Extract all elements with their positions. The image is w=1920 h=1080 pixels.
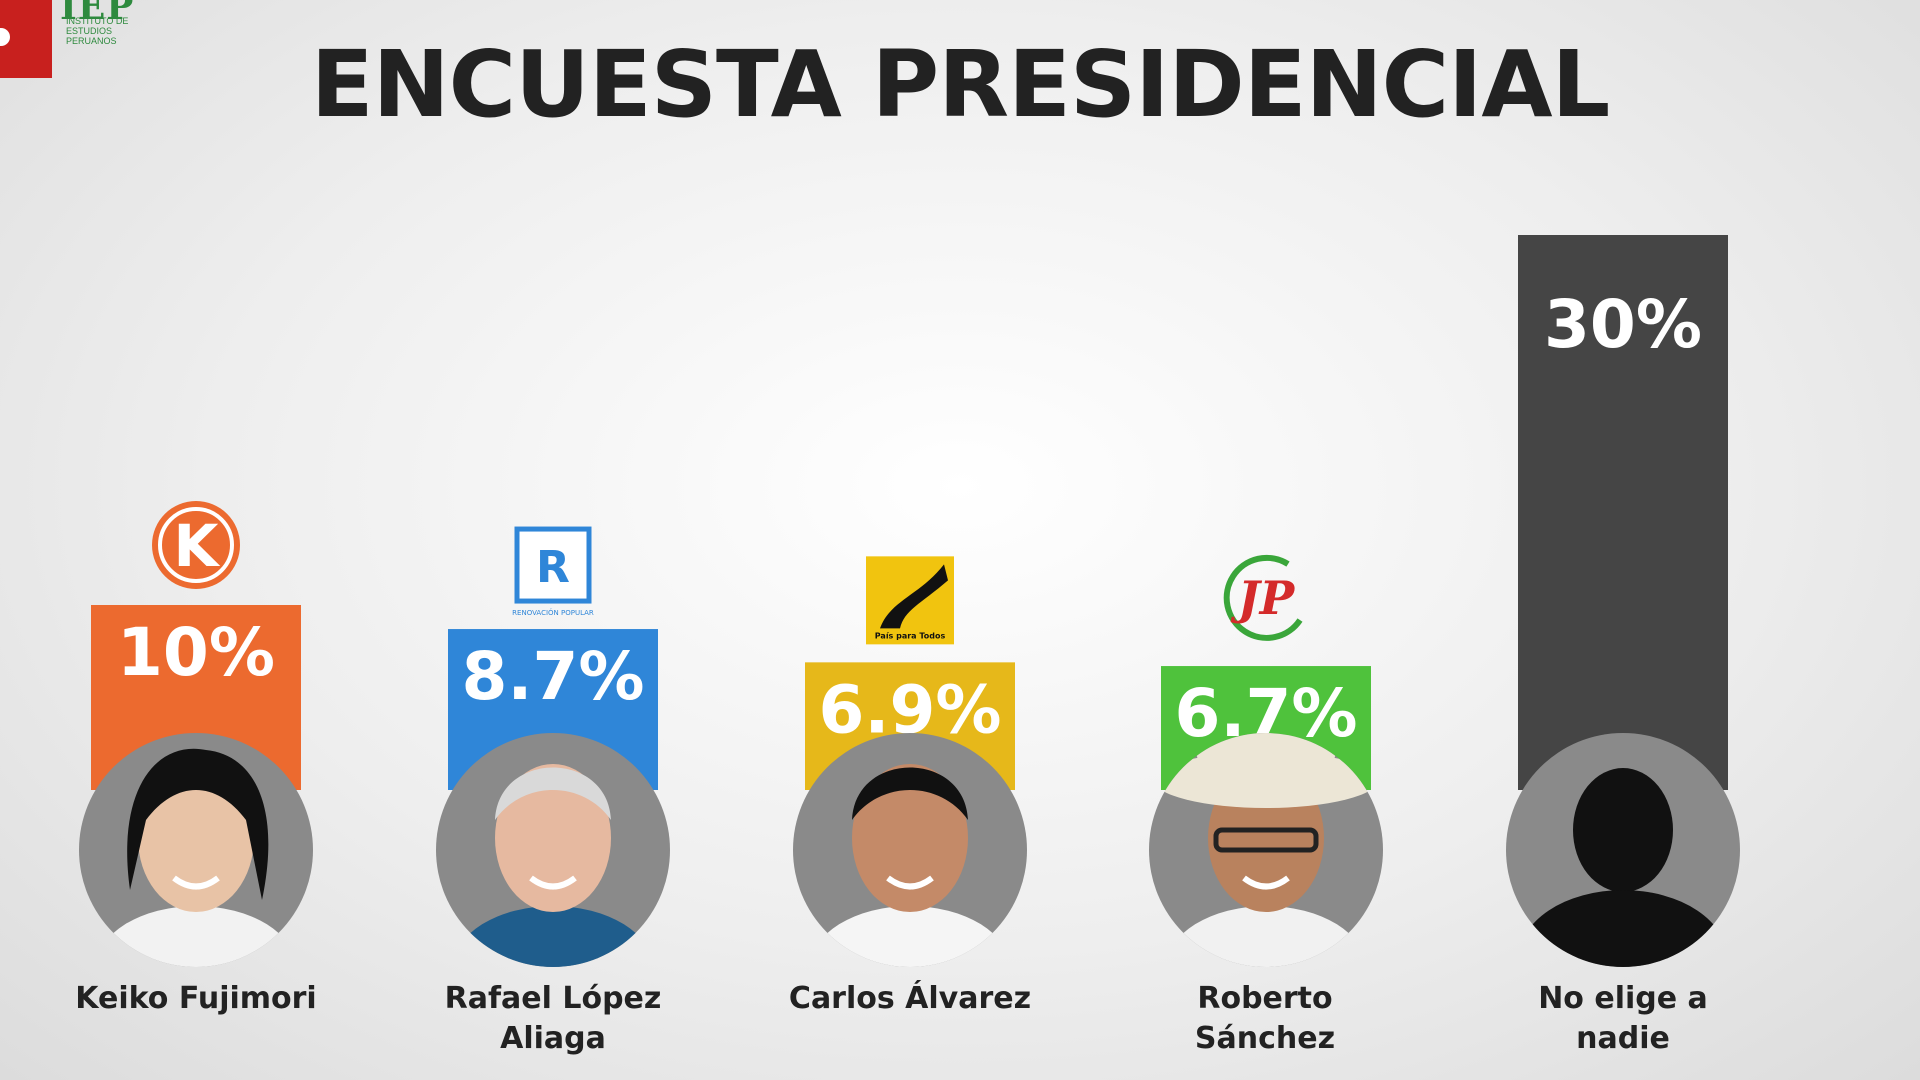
silhouette-shoulders [1518, 890, 1728, 967]
renovacion-popular-logo-icon [514, 526, 592, 604]
photo-roberto-sanchez [1154, 733, 1378, 967]
portrait-body [453, 906, 653, 967]
renovacion-popular-logo-letter: R [536, 542, 570, 593]
portrait-face [138, 764, 254, 912]
pais-para-todos-logo-text: País para Todos [875, 631, 946, 640]
fuerza-popular-logo-ring [158, 507, 234, 583]
juntos-por-el-peru-logo-letters: JP [1230, 571, 1296, 625]
portrait-hair [127, 748, 269, 900]
iep-logo-text: IEP [60, 0, 135, 28]
silhouette-head [1573, 768, 1673, 892]
portrait-hair [495, 767, 611, 820]
portrait-smile [886, 875, 934, 890]
portrait-face [852, 764, 968, 912]
candidate-name-roberto-sanchez: Roberto Sánchez [1194, 981, 1336, 1056]
silhouette-icon [1518, 768, 1728, 967]
chart-title: ENCUESTA PRESIDENCIAL [310, 31, 1610, 138]
portrait-glasses [1213, 827, 1319, 853]
portrait-smile [1242, 875, 1290, 890]
candidate-name-keiko-fujimori: Keiko Fujimori [75, 981, 317, 1016]
portrait-smile [172, 875, 220, 890]
portrait-body [810, 906, 1010, 967]
renovacion-popular-logo-text: RENOVACIÓN POPULAR [512, 608, 594, 617]
bar-no-elige-a-nadie [1518, 235, 1728, 790]
value-label-rafael-lopez-aliaga: 8.7% [461, 638, 644, 715]
candidate-name-carlos-alvarez: Carlos Álvarez [788, 981, 1032, 1016]
portrait-hair [852, 767, 968, 820]
value-label-keiko-fujimori: 10% [117, 614, 275, 691]
iep-logo: IEP INSTITUTO DE ESTUDIOS PERUANOS [60, 0, 150, 60]
candidate-name-no-elige-a-nadie: No elige a nadie [1538, 981, 1708, 1056]
channel-logo [0, 0, 52, 78]
pais-para-todos-logo-road [880, 564, 948, 629]
fuerza-popular-logo-icon [152, 501, 240, 589]
juntos-por-el-peru-logo-icon [1223, 554, 1303, 641]
photo-carlos-alvarez [810, 764, 1010, 967]
photo-rafael-lopez-aliaga [453, 764, 653, 967]
portrait-body [1166, 906, 1366, 967]
portrait-face [495, 764, 611, 912]
value-label-no-elige-a-nadie: 30% [1544, 286, 1702, 363]
iep-logo-subtext: INSTITUTO DE ESTUDIOS PERUANOS [66, 16, 129, 46]
candidate-name-rafael-lopez-aliaga: Rafael López Aliaga [444, 981, 662, 1056]
portrait-body [96, 906, 296, 967]
fuerza-popular-logo-letter: K [174, 512, 221, 580]
portrait-hat-crown [1196, 733, 1336, 790]
portrait-smile [529, 875, 577, 890]
photo-keiko-fujimori [96, 748, 296, 967]
